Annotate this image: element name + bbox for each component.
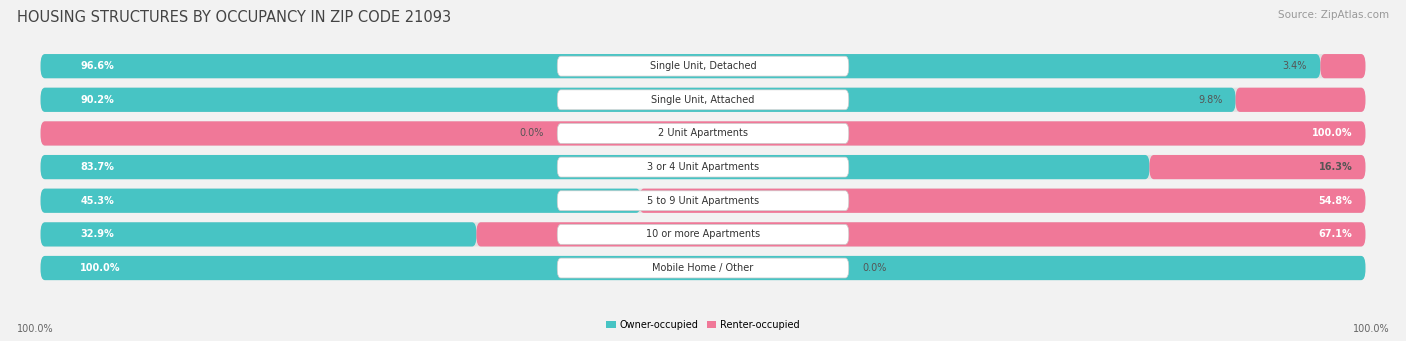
Text: 9.8%: 9.8% <box>1198 95 1222 105</box>
FancyBboxPatch shape <box>1320 54 1365 78</box>
Text: 96.6%: 96.6% <box>80 61 114 71</box>
Text: 3.4%: 3.4% <box>1282 61 1308 71</box>
Text: 45.3%: 45.3% <box>80 196 114 206</box>
FancyBboxPatch shape <box>41 222 477 247</box>
FancyBboxPatch shape <box>557 258 849 278</box>
FancyBboxPatch shape <box>41 222 1365 247</box>
FancyBboxPatch shape <box>41 121 1365 146</box>
FancyBboxPatch shape <box>41 54 1365 78</box>
FancyBboxPatch shape <box>41 155 1150 179</box>
FancyBboxPatch shape <box>477 222 1365 247</box>
FancyBboxPatch shape <box>557 123 849 143</box>
Text: 5 to 9 Unit Apartments: 5 to 9 Unit Apartments <box>647 196 759 206</box>
Text: Mobile Home / Other: Mobile Home / Other <box>652 263 754 273</box>
FancyBboxPatch shape <box>41 155 1365 179</box>
Text: 100.0%: 100.0% <box>80 263 121 273</box>
FancyBboxPatch shape <box>640 189 1365 213</box>
FancyBboxPatch shape <box>1150 155 1365 179</box>
Text: 10 or more Apartments: 10 or more Apartments <box>645 229 761 239</box>
Text: 3 or 4 Unit Apartments: 3 or 4 Unit Apartments <box>647 162 759 172</box>
Text: 100.0%: 100.0% <box>1353 324 1389 334</box>
FancyBboxPatch shape <box>41 256 1365 280</box>
Text: Source: ZipAtlas.com: Source: ZipAtlas.com <box>1278 10 1389 20</box>
Text: 83.7%: 83.7% <box>80 162 114 172</box>
FancyBboxPatch shape <box>41 88 1365 112</box>
Text: 54.8%: 54.8% <box>1319 196 1353 206</box>
FancyBboxPatch shape <box>41 256 1365 280</box>
Text: 67.1%: 67.1% <box>1319 229 1353 239</box>
FancyBboxPatch shape <box>557 90 849 110</box>
FancyBboxPatch shape <box>557 157 849 177</box>
FancyBboxPatch shape <box>1236 88 1365 112</box>
Text: 100.0%: 100.0% <box>17 324 53 334</box>
FancyBboxPatch shape <box>41 88 1236 112</box>
Text: 100.0%: 100.0% <box>1312 129 1353 138</box>
Legend: Owner-occupied, Renter-occupied: Owner-occupied, Renter-occupied <box>602 316 804 334</box>
Text: 32.9%: 32.9% <box>80 229 114 239</box>
Text: 90.2%: 90.2% <box>80 95 114 105</box>
Text: Single Unit, Detached: Single Unit, Detached <box>650 61 756 71</box>
FancyBboxPatch shape <box>557 191 849 211</box>
Text: 0.0%: 0.0% <box>862 263 886 273</box>
FancyBboxPatch shape <box>557 56 849 76</box>
FancyBboxPatch shape <box>41 121 1365 146</box>
Text: 0.0%: 0.0% <box>520 129 544 138</box>
FancyBboxPatch shape <box>557 224 849 244</box>
Text: Single Unit, Attached: Single Unit, Attached <box>651 95 755 105</box>
Text: HOUSING STRUCTURES BY OCCUPANCY IN ZIP CODE 21093: HOUSING STRUCTURES BY OCCUPANCY IN ZIP C… <box>17 10 451 25</box>
FancyBboxPatch shape <box>41 189 641 213</box>
Text: 2 Unit Apartments: 2 Unit Apartments <box>658 129 748 138</box>
FancyBboxPatch shape <box>41 189 1365 213</box>
Text: 16.3%: 16.3% <box>1319 162 1353 172</box>
FancyBboxPatch shape <box>41 54 1320 78</box>
